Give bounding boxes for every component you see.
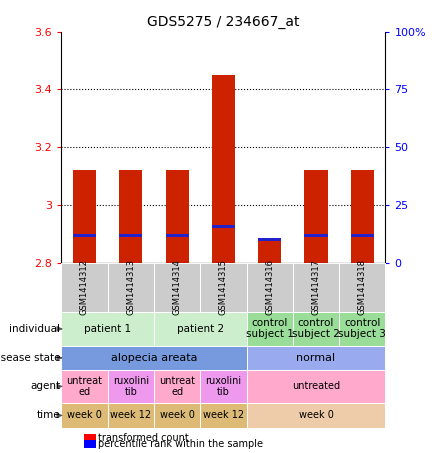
FancyBboxPatch shape: [61, 346, 247, 370]
FancyBboxPatch shape: [247, 403, 385, 428]
Text: normal: normal: [297, 353, 336, 363]
FancyBboxPatch shape: [61, 403, 108, 428]
Text: patient 2: patient 2: [177, 324, 224, 334]
Bar: [212, 225, 235, 228]
Bar: [119, 234, 142, 237]
FancyBboxPatch shape: [247, 346, 385, 370]
Bar: [258, 238, 281, 241]
Bar: [85, 434, 96, 441]
Text: control
subject 1: control subject 1: [246, 318, 293, 339]
Text: untreat
ed: untreat ed: [159, 376, 195, 397]
Bar: [85, 440, 96, 448]
Bar: [212, 75, 235, 263]
Text: GSM1414317: GSM1414317: [311, 260, 321, 315]
Text: week 0: week 0: [159, 410, 194, 420]
Text: patient 1: patient 1: [84, 324, 131, 334]
FancyBboxPatch shape: [154, 403, 200, 428]
Text: untreated: untreated: [292, 381, 340, 391]
FancyBboxPatch shape: [61, 263, 108, 312]
Text: week 0: week 0: [299, 410, 333, 420]
Text: week 12: week 12: [203, 410, 244, 420]
Text: ruxolini
tib: ruxolini tib: [113, 376, 149, 397]
FancyBboxPatch shape: [108, 403, 154, 428]
Bar: [351, 234, 374, 237]
Bar: [304, 170, 328, 263]
Text: transformed count: transformed count: [99, 433, 189, 443]
Text: percentile rank within the sample: percentile rank within the sample: [99, 439, 263, 449]
Text: GSM1414315: GSM1414315: [219, 260, 228, 315]
Text: alopecia areata: alopecia areata: [111, 353, 197, 363]
FancyBboxPatch shape: [247, 370, 385, 403]
Text: GSM1414318: GSM1414318: [358, 260, 367, 315]
Text: time: time: [37, 410, 60, 420]
FancyBboxPatch shape: [339, 263, 385, 312]
Text: individual: individual: [9, 324, 60, 334]
FancyBboxPatch shape: [61, 370, 108, 403]
Text: GSM1414313: GSM1414313: [126, 260, 135, 315]
FancyBboxPatch shape: [339, 312, 385, 346]
FancyBboxPatch shape: [61, 312, 154, 346]
FancyBboxPatch shape: [154, 312, 247, 346]
FancyBboxPatch shape: [293, 263, 339, 312]
Bar: [166, 170, 189, 263]
Bar: [73, 234, 96, 237]
Text: GSM1414314: GSM1414314: [173, 260, 182, 315]
Text: GSM1414316: GSM1414316: [265, 260, 274, 315]
Text: ruxolini
tib: ruxolini tib: [205, 376, 241, 397]
FancyBboxPatch shape: [247, 263, 293, 312]
FancyBboxPatch shape: [154, 370, 200, 403]
FancyBboxPatch shape: [108, 263, 154, 312]
Text: GSM1414312: GSM1414312: [80, 260, 89, 315]
Bar: [166, 234, 189, 237]
Bar: [351, 170, 374, 263]
Bar: [73, 170, 96, 263]
Bar: [119, 170, 142, 263]
FancyBboxPatch shape: [200, 403, 247, 428]
FancyBboxPatch shape: [108, 370, 154, 403]
Text: week 12: week 12: [110, 410, 152, 420]
Text: control
subject 3: control subject 3: [338, 318, 386, 339]
FancyBboxPatch shape: [200, 263, 247, 312]
Text: untreat
ed: untreat ed: [67, 376, 102, 397]
FancyBboxPatch shape: [293, 312, 339, 346]
Text: control
subject 2: control subject 2: [292, 318, 340, 339]
Bar: [304, 234, 328, 237]
FancyBboxPatch shape: [200, 370, 247, 403]
Title: GDS5275 / 234667_at: GDS5275 / 234667_at: [147, 15, 300, 29]
Text: week 0: week 0: [67, 410, 102, 420]
Text: agent: agent: [30, 381, 60, 391]
Text: disease state: disease state: [0, 353, 60, 363]
Bar: [258, 240, 281, 263]
FancyBboxPatch shape: [154, 263, 200, 312]
FancyBboxPatch shape: [247, 312, 293, 346]
